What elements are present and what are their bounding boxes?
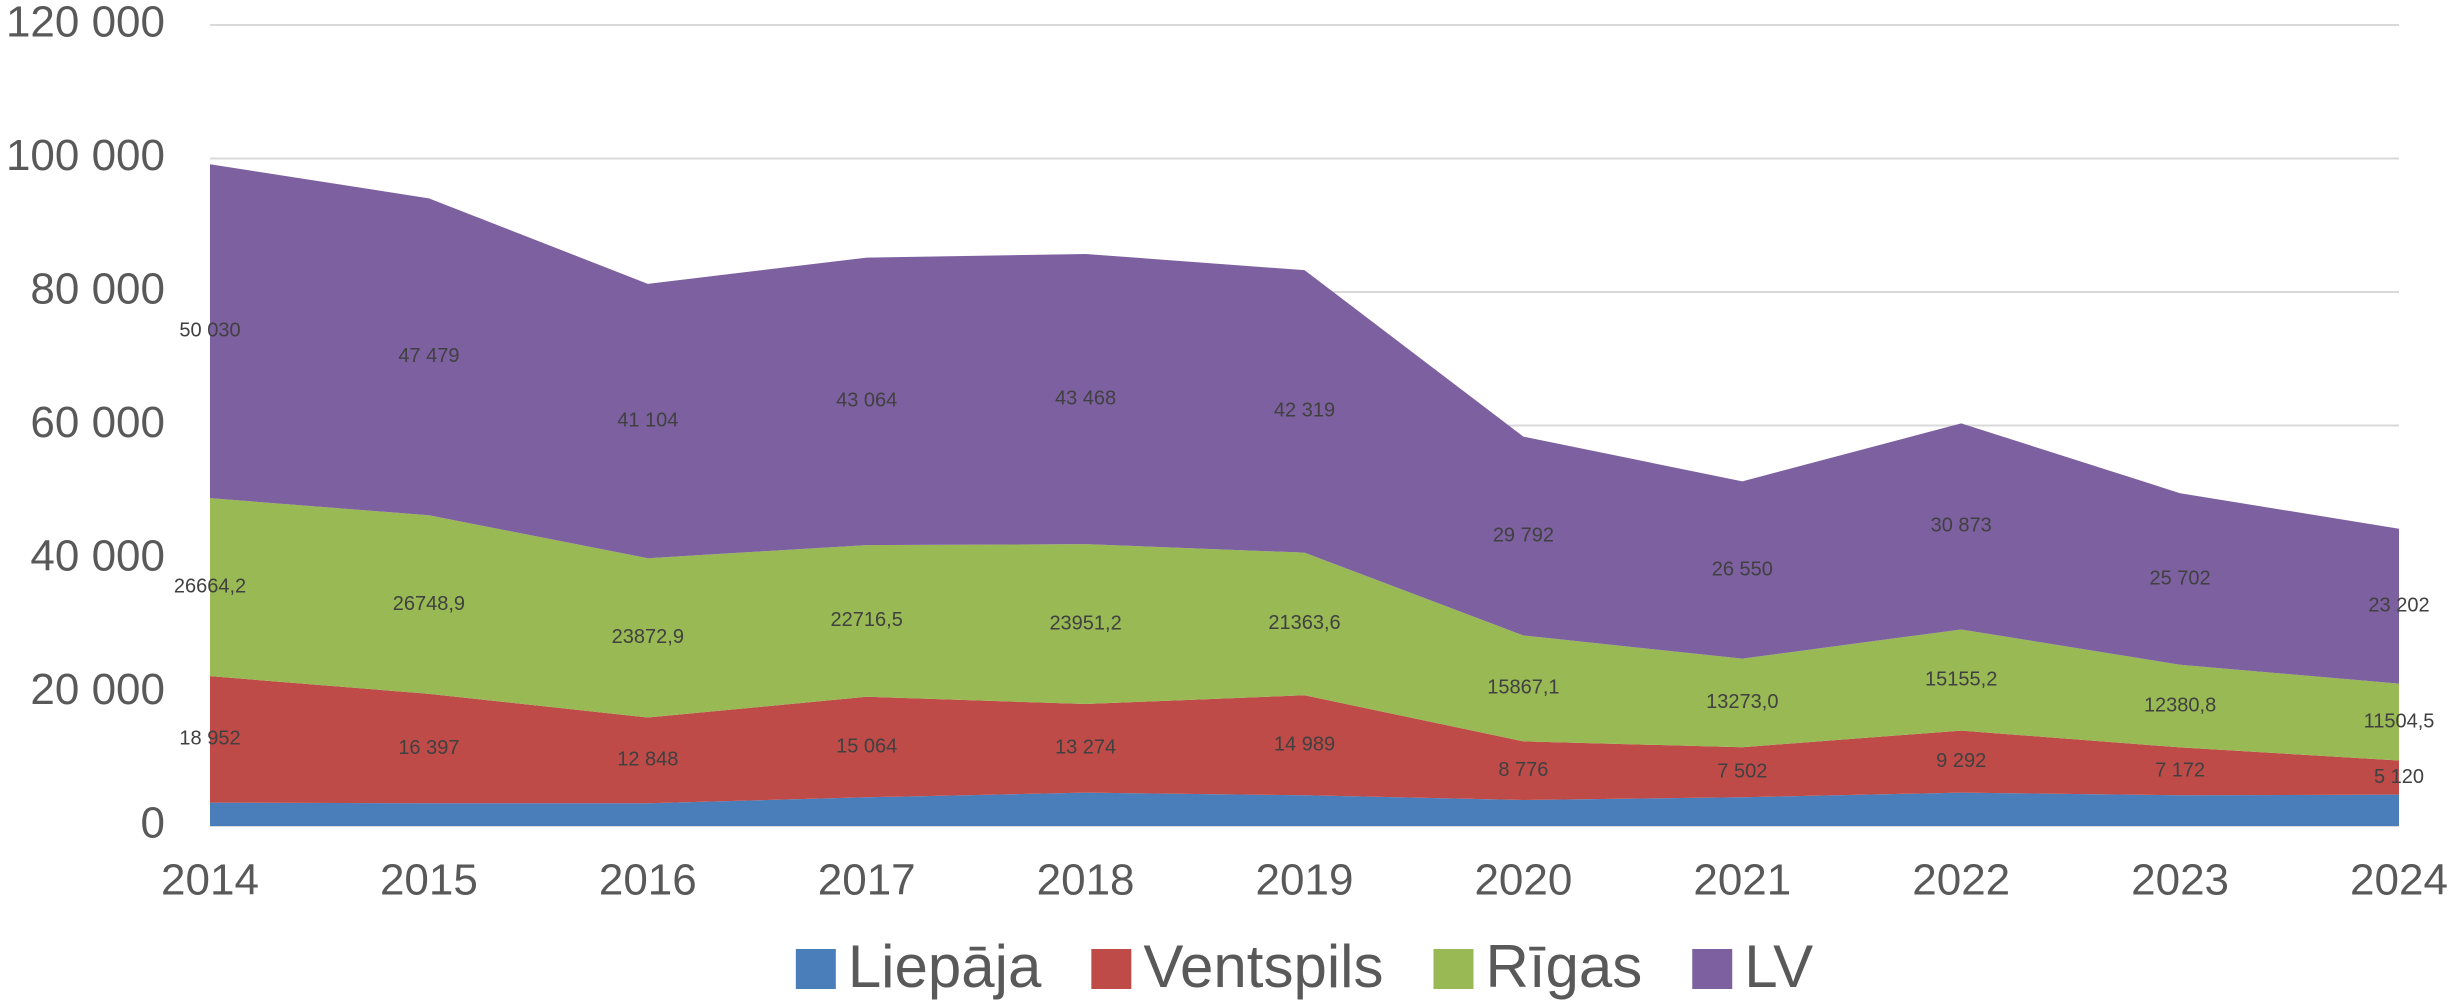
data-label: 11504,5 [2364, 710, 2435, 732]
y-tick-label: 0 [141, 799, 165, 848]
data-label: 7 502 [1717, 761, 1767, 783]
legend-label: Ventspils [1143, 933, 1383, 1000]
data-label: 30 873 [1931, 515, 1992, 537]
data-label: 16 397 [398, 737, 459, 759]
x-tick-label: 2018 [1037, 856, 1135, 905]
data-label: 43 064 [836, 390, 897, 412]
data-label: 22716,5 [831, 609, 903, 631]
data-label: 42 319 [1274, 400, 1335, 422]
data-label: 8 776 [1498, 759, 1548, 781]
x-tick-label: 2024 [2350, 856, 2448, 905]
data-label: 26664,2 [174, 575, 246, 597]
data-label: 50 030 [179, 319, 240, 341]
x-tick-label: 2016 [599, 856, 697, 905]
legend-swatch [1692, 949, 1733, 989]
data-label: 7 172 [2155, 760, 2205, 782]
legend-label: LV [1744, 933, 1813, 1000]
x-tick-label: 2019 [1256, 856, 1354, 905]
area [210, 676, 2399, 804]
x-tick-label: 2023 [2131, 856, 2229, 905]
data-label: 15867,1 [1487, 677, 1559, 699]
data-label: 23951,2 [1049, 612, 1121, 634]
y-tick-label: 20 000 [30, 665, 165, 714]
x-tick-label: 2022 [1912, 856, 2010, 905]
data-label: 13273,0 [1706, 691, 1778, 713]
data-label: 26748,9 [393, 593, 465, 615]
data-label: 15155,2 [1925, 668, 1997, 690]
area [210, 498, 2399, 761]
legend-label: Liepāja [848, 933, 1042, 1000]
y-tick-label: 120 000 [6, 0, 165, 47]
x-tick-label: 2021 [1693, 856, 1791, 905]
data-label: 23872,9 [612, 626, 684, 648]
legend-swatch [795, 949, 836, 989]
data-label: 23 202 [2368, 595, 2429, 617]
data-label: 9 292 [1936, 750, 1986, 772]
data-label: 26 550 [1712, 558, 1773, 580]
x-tick-label: 2014 [161, 856, 259, 905]
legend-label: Rīgas [1485, 933, 1642, 1000]
data-label: 12 848 [617, 749, 678, 771]
data-label: 29 792 [1493, 524, 1554, 546]
legend-swatch [1433, 949, 1474, 989]
data-label: 47 479 [398, 345, 459, 367]
data-label: 5 120 [2374, 766, 2424, 788]
x-tick-label: 2017 [818, 856, 916, 905]
data-label: 21363,6 [1268, 612, 1340, 634]
data-label: 12380,8 [2144, 694, 2216, 716]
data-label: 15 064 [836, 735, 897, 757]
data-label: 43 468 [1055, 387, 1116, 409]
y-tick-label: 100 000 [6, 131, 165, 180]
area [210, 792, 2399, 826]
x-tick-label: 2015 [380, 856, 478, 905]
y-tick-label: 40 000 [30, 532, 165, 581]
x-tick-label: 2020 [1474, 856, 1572, 905]
data-label: 41 104 [617, 409, 678, 431]
data-label: 13 274 [1055, 737, 1116, 759]
legend-swatch [1091, 949, 1132, 989]
y-tick-label: 60 000 [30, 398, 165, 447]
data-label: 25 702 [2150, 567, 2211, 589]
y-tick-label: 80 000 [30, 265, 165, 314]
area [210, 164, 2399, 684]
data-label: 14 989 [1274, 734, 1335, 756]
data-label: 18 952 [179, 728, 240, 750]
